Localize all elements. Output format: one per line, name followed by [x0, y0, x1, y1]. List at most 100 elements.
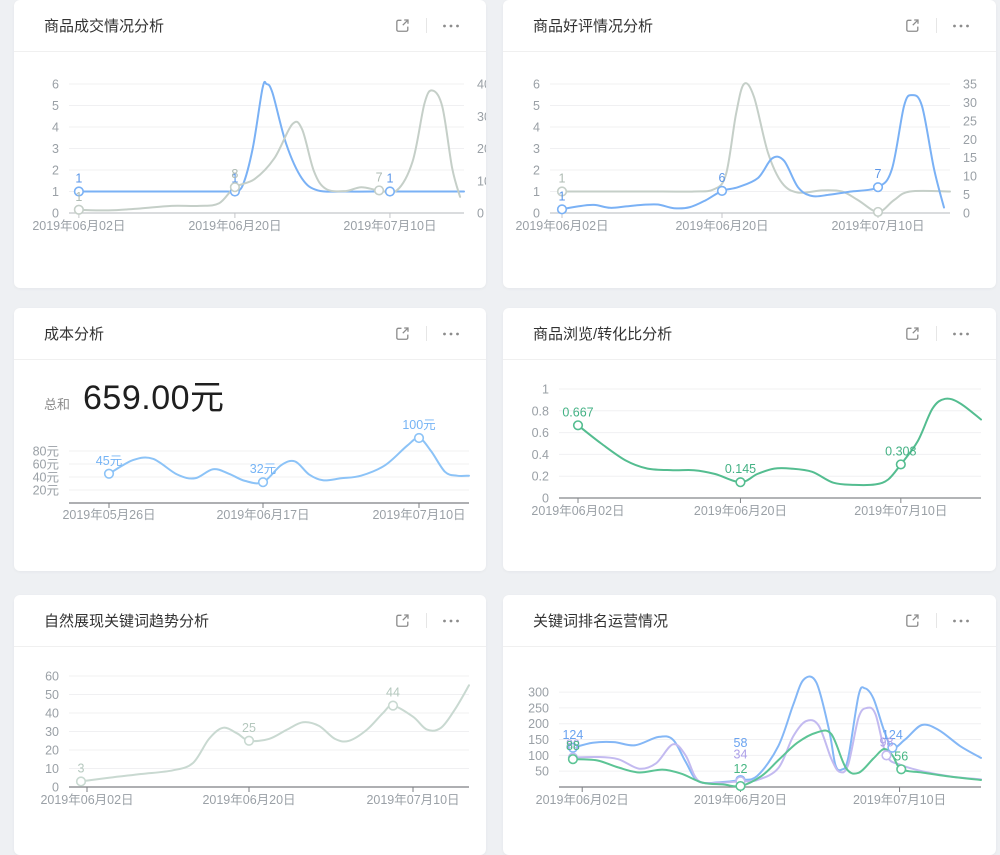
x-axis-tick-label: 2019年06月20日 — [694, 793, 787, 807]
data-point-label: 56 — [894, 749, 908, 763]
data-point-label: 124 — [562, 728, 583, 742]
data-point-label: 100元 — [402, 418, 435, 432]
data-point-marker[interactable] — [229, 182, 240, 193]
data-point-marker[interactable] — [384, 186, 396, 197]
y-axis-tick-label: 150 — [528, 733, 549, 747]
ellipsis-icon[interactable] — [950, 329, 972, 339]
data-point-marker[interactable] — [556, 186, 568, 197]
data-point-marker[interactable] — [872, 182, 884, 193]
export-icon[interactable] — [902, 323, 923, 344]
data-point-label: 1 — [559, 172, 566, 186]
export-icon[interactable] — [392, 15, 413, 36]
data-point-marker[interactable] — [567, 742, 579, 753]
data-point-marker[interactable] — [387, 700, 399, 711]
export-icon[interactable] — [902, 610, 923, 631]
y-axis-tick-label: 2 — [533, 164, 540, 178]
card-actions — [392, 323, 462, 344]
export-icon[interactable] — [392, 323, 413, 344]
card-deal-analysis: 商品成交情况分析 0 1 2 3 4 5 6 0 10 20 30 40 2019年06月02日 2019… — [14, 0, 486, 288]
ellipsis-icon[interactable] — [440, 21, 462, 31]
data-point-marker[interactable] — [735, 477, 746, 488]
y-axis-tick-label: 6 — [533, 78, 540, 92]
data-point-marker[interactable] — [243, 735, 255, 746]
y-axis-tick-label: 20元 — [33, 484, 59, 498]
x-axis-tick-label: 2019年07月10日 — [854, 504, 947, 518]
card-header: 自然展现关键词趋势分析 — [14, 595, 486, 647]
y-axis-tick-label: 5 — [533, 99, 540, 113]
data-point-marker[interactable] — [75, 776, 87, 787]
data-point-marker[interactable] — [567, 754, 579, 765]
chart-canvas[interactable]: 20元 40元 60元 80元 2019年05月26日 2019年06月17日 2019年0… — [14, 408, 486, 548]
data-point-marker[interactable] — [716, 185, 728, 196]
y-axis-right-tick-label: 10 — [477, 174, 486, 188]
data-point-marker[interactable] — [872, 206, 884, 218]
export-icon[interactable] — [392, 610, 413, 631]
x-axis-tick-label: 2019年07月10日 — [831, 219, 924, 233]
data-point-label: 12 — [734, 762, 748, 776]
data-point-label: 0.308 — [885, 444, 916, 458]
ellipsis-icon[interactable] — [950, 21, 972, 31]
chart-svg: 0 1 2 3 4 5 6 0 10 20 30 40 2019年06月02日 2019年06月20日 20… — [32, 78, 486, 234]
data-point-marker[interactable] — [895, 459, 906, 470]
y-axis-tick-label: 0 — [542, 492, 549, 506]
card-organic-keyword-trend: 自然展现关键词趋势分析 0 10 20 30 40 50 60 2019年06月02日 2019… — [14, 595, 486, 855]
data-point-marker[interactable] — [881, 750, 892, 761]
chart-canvas[interactable]: 50 100 150 200 250 300 2019年06月02日 2019年06月20日 2… — [503, 651, 996, 821]
chart-svg: 0 0.2 0.4 0.6 0.8 1 2019年06月02日 2019年06月20日 2019… — [531, 383, 982, 518]
divider — [936, 326, 937, 341]
y-axis-right-tick-label: 20 — [963, 133, 977, 147]
ellipsis-icon[interactable] — [440, 329, 462, 339]
ellipsis-icon[interactable] — [950, 616, 972, 626]
data-point-label: 80 — [566, 738, 580, 752]
divider — [426, 18, 427, 33]
series-cost-line — [108, 436, 470, 485]
data-point-marker[interactable] — [556, 204, 568, 215]
y-axis-right-tick-label: 0 — [963, 207, 970, 221]
export-icon[interactable] — [902, 15, 923, 36]
x-axis-tick-label: 2019年06月02日 — [536, 793, 629, 807]
data-point-marker[interactable] — [73, 204, 84, 215]
series-ratio-line — [577, 397, 982, 487]
data-point-label: 1 — [386, 172, 393, 186]
y-axis-tick-label: 250 — [528, 701, 549, 715]
data-point-marker[interactable] — [257, 477, 269, 488]
y-axis-tick-label: 40 — [45, 707, 59, 721]
y-axis-right-tick-label: 25 — [963, 114, 977, 128]
divider — [426, 326, 427, 341]
x-axis-tick-label: 2019年06月20日 — [694, 504, 787, 518]
chart-canvas[interactable]: 0 0.2 0.4 0.6 0.8 1 2019年06月02日 2019年06月20日 2019… — [503, 364, 996, 534]
data-point-marker[interactable] — [572, 420, 584, 431]
ellipsis-icon[interactable] — [440, 616, 462, 626]
chart-svg: 0 10 20 30 40 50 60 2019年06月02日 2019年06月20日 2019年… — [40, 670, 470, 807]
x-axis-tick-label: 2019年07月10日 — [853, 793, 946, 807]
chart-canvas[interactable]: 0 10 20 30 40 50 60 2019年06月02日 2019年06月20日 2019年… — [14, 651, 486, 821]
y-axis-right-tick-label: 0 — [477, 207, 484, 221]
data-point-label: 124 — [882, 728, 903, 742]
data-point-marker[interactable] — [887, 742, 898, 753]
series-blue-line — [561, 94, 945, 211]
x-axis-tick-label: 2019年07月10日 — [366, 793, 459, 807]
y-axis-tick-label: 80元 — [33, 445, 59, 459]
y-axis-tick-label: 10 — [45, 762, 59, 776]
y-axis-right-tick-label: 40 — [477, 78, 486, 92]
sum-value: 659.00元 — [83, 379, 225, 417]
data-point-marker[interactable] — [896, 764, 907, 775]
sum-row: 总和 659.00元 — [44, 370, 225, 419]
y-axis-tick-label: 40元 — [33, 471, 59, 485]
data-point-marker[interactable] — [103, 468, 115, 479]
y-axis-right-tick-label: 5 — [963, 188, 970, 202]
series-gray-line — [561, 82, 951, 213]
y-axis-right-tick-label: 20 — [477, 142, 486, 156]
data-point-marker[interactable] — [373, 185, 385, 196]
data-point-marker[interactable] — [735, 780, 746, 792]
data-point-marker[interactable] — [73, 186, 84, 197]
data-point-label: 45元 — [96, 454, 122, 468]
data-point-marker[interactable] — [413, 432, 425, 444]
chart-canvas[interactable]: 0 1 2 3 4 5 6 0 5 10 15 20 25 30 35 2019年06月02日 2019年06月… — [503, 56, 996, 246]
card-header: 商品浏览/转化比分析 — [503, 308, 996, 360]
chart-canvas[interactable]: 0 1 2 3 4 5 6 0 10 20 30 40 2019年06月02日 2019年06月20日 20… — [14, 56, 486, 246]
y-axis-tick-label: 0 — [52, 207, 59, 221]
x-axis-tick-label: 2019年07月10日 — [372, 508, 465, 522]
x-axis-tick-label: 2019年05月26日 — [62, 508, 155, 522]
card-header: 商品成交情况分析 — [14, 0, 486, 52]
